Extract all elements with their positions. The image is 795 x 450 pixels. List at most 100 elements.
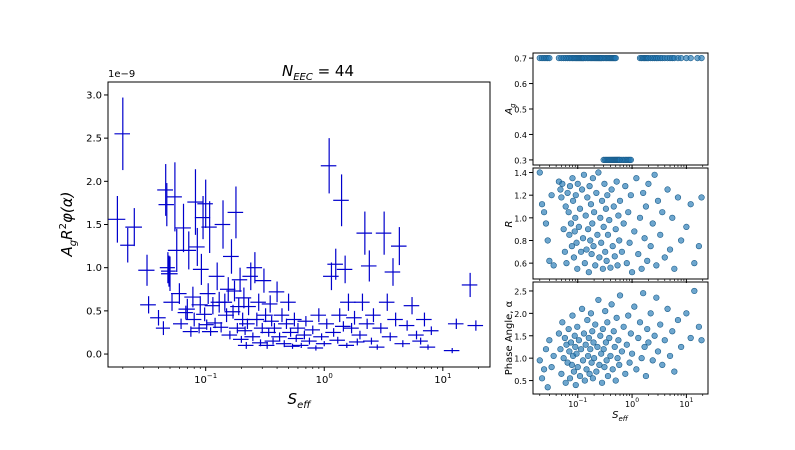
alpha-scatter-point <box>544 384 551 391</box>
ag-y-tick-label: 0.3 <box>514 156 527 165</box>
r-y-ticks: 0.6 0.8 1.0 1.2 1.4 <box>514 169 533 269</box>
alpha-scatter-point <box>687 334 694 342</box>
y-offset-text: 1e−9 <box>108 69 135 80</box>
alpha-scatter-point <box>691 287 698 295</box>
error-bar-point <box>292 342 309 348</box>
r-scatter-point <box>559 180 566 187</box>
alpha-scatter-point <box>572 381 579 389</box>
main-plot-frame <box>107 81 491 368</box>
r-scatter-point <box>695 243 703 250</box>
ag-scatter-point <box>546 54 553 62</box>
r-scatter-point <box>628 269 636 276</box>
alpha-scatter-point <box>536 357 543 364</box>
r-scatter-point <box>581 260 588 267</box>
alpha-scatter-point <box>550 352 557 360</box>
alpha-scatter-point <box>577 346 585 353</box>
r-scatter-point <box>574 180 581 187</box>
alpha-scatter-point <box>661 337 668 344</box>
error-bar-point <box>329 336 345 344</box>
alpha-scatter-point <box>574 323 581 330</box>
error-bar-point <box>334 321 351 332</box>
alpha-scatter-point <box>602 308 609 315</box>
ag-scatter-point <box>678 54 685 62</box>
error-bar-point <box>226 280 242 302</box>
r-panel: 0.6 0.8 1.0 1.2 1.4 R <box>504 167 709 283</box>
r-scatter-point <box>561 248 569 255</box>
error-bar-point <box>161 255 176 287</box>
alpha-scatter-point <box>654 348 662 355</box>
error-bar-point <box>191 296 208 314</box>
error-bar-point <box>273 308 290 323</box>
alpha-y-tick-label: 2.5 <box>514 287 527 296</box>
r-scatter-point <box>589 175 596 182</box>
r-y-tick-label: 1.4 <box>514 169 527 178</box>
alpha-scatter-point <box>540 366 548 373</box>
r-scatter-point <box>595 169 602 176</box>
alpha-scatter-point <box>575 337 583 344</box>
r-scatter-point <box>557 186 564 193</box>
r-scatter-point <box>565 209 572 216</box>
alpha-scatter-point <box>562 379 569 386</box>
error-bar-point <box>284 343 300 349</box>
error-bar-point <box>192 253 209 285</box>
r-scatter-point <box>596 254 603 261</box>
error-bar-point <box>354 293 370 311</box>
alpha-plot-frame <box>532 281 709 395</box>
r-scatter-point <box>572 214 579 221</box>
error-bar-point <box>346 310 362 325</box>
alpha-scatter-point <box>657 321 664 328</box>
error-bar-point <box>198 319 214 330</box>
r-scatter-point <box>592 262 599 269</box>
r-scatter-point <box>616 197 624 204</box>
r-scatter-point <box>654 197 662 204</box>
r-y-tick-label: 1.0 <box>514 214 527 223</box>
error-bar-point <box>340 293 356 311</box>
ag-ylabel-sub: g <box>509 103 517 108</box>
alpha-scatter-point <box>576 372 584 380</box>
error-bar-point <box>138 254 155 286</box>
error-bar-point <box>286 312 302 327</box>
main-y-tick-label: 1.0 <box>86 263 102 274</box>
error-bar-point <box>280 293 296 311</box>
error-bar-point <box>447 318 464 329</box>
r-scatter-point <box>657 231 664 238</box>
r-scatter-point <box>611 253 618 260</box>
alpha-scatter-point <box>638 355 645 362</box>
r-scatter-point <box>647 243 654 250</box>
r-scatter-point <box>571 228 578 235</box>
r-scatter-point <box>687 201 694 208</box>
r-scatter-point <box>674 194 682 201</box>
error-bar-point <box>408 330 424 340</box>
error-bar-point <box>184 286 201 308</box>
r-scatter-point <box>588 250 595 258</box>
r-scatter-point <box>582 212 589 219</box>
r-scatter-point <box>570 254 578 261</box>
alpha-xlabel-base: S <box>612 410 619 421</box>
main-y-tick-label: 3.0 <box>86 90 102 101</box>
r-scatter-point <box>666 246 674 253</box>
error-bar-point <box>363 337 379 345</box>
error-bar-point <box>336 255 353 284</box>
error-bar-point <box>163 293 180 311</box>
main-chart-panel: 0.0 0.5 1.0 1.5 2.0 2.5 3.0 10−1 100 101 1e−9 Ag… <box>58 69 491 411</box>
error-bar-point <box>171 283 187 304</box>
r-scatter-point <box>620 220 627 227</box>
error-bar-point <box>204 297 220 315</box>
xlabel-base: S <box>288 390 298 408</box>
alpha-scatter-point <box>695 323 703 330</box>
alpha-scatter-point <box>584 352 592 360</box>
alpha-scatter-point <box>636 319 644 326</box>
ag-y-tick-label: 0.5 <box>514 106 527 115</box>
error-bar-point <box>461 272 478 298</box>
title-base: N <box>282 62 293 80</box>
error-bar-point <box>223 239 239 274</box>
r-scatter-point <box>560 226 567 233</box>
alpha-scatter-point <box>566 375 574 382</box>
error-bar-point <box>255 268 272 293</box>
main-x-tick-label: 100 <box>316 372 333 386</box>
error-bar-point <box>315 341 332 347</box>
alpha-scatter-point <box>598 379 606 386</box>
r-scatter-point <box>579 235 587 242</box>
error-bar-point <box>150 310 166 326</box>
r-scatter-point <box>566 183 574 190</box>
